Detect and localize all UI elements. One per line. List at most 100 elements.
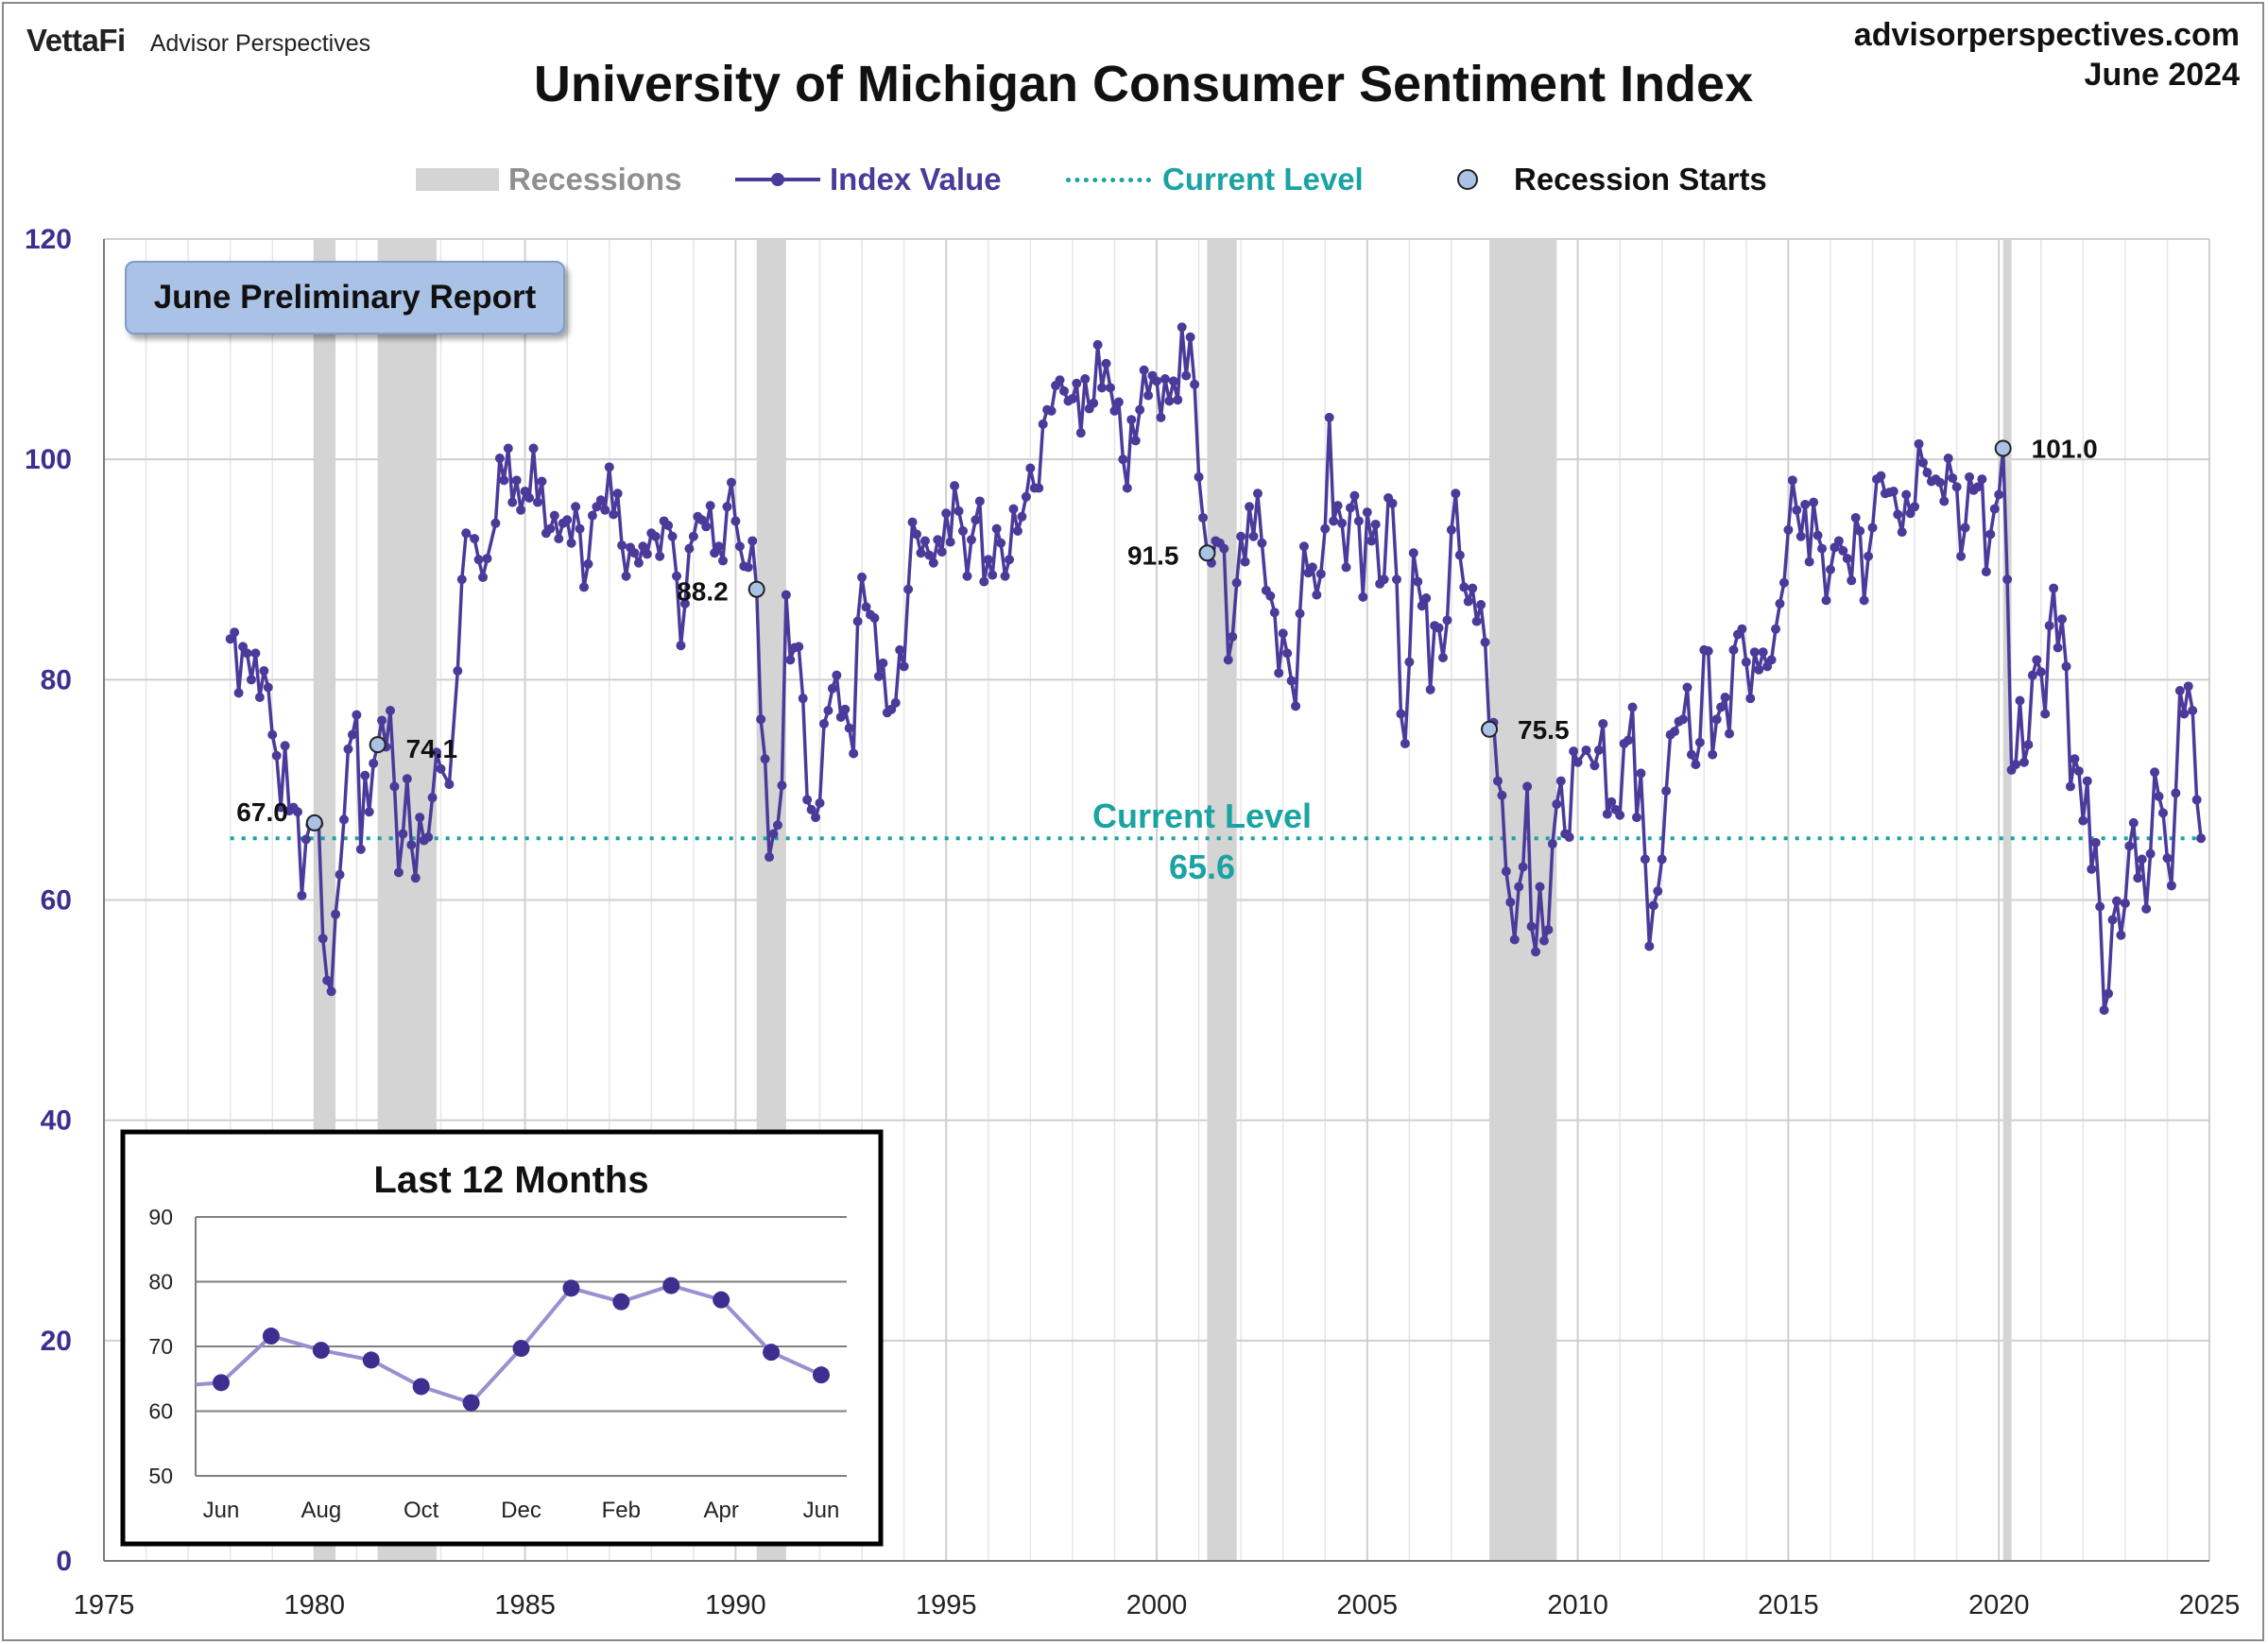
- data-point: [1173, 395, 1183, 405]
- inset-data-point: [213, 1374, 230, 1392]
- data-point: [1602, 809, 1612, 819]
- data-point: [633, 557, 644, 568]
- data-point: [528, 443, 539, 454]
- data-point: [2053, 643, 2063, 653]
- data-point: [410, 873, 421, 883]
- data-point: [326, 986, 336, 997]
- data-point: [958, 525, 969, 536]
- recession-swatch-icon: [416, 168, 499, 191]
- data-point: [806, 804, 816, 814]
- data-point: [772, 820, 782, 831]
- data-point: [1396, 709, 1406, 719]
- y-tick-label: 60: [41, 885, 72, 917]
- data-point: [2015, 695, 2025, 706]
- data-point: [1459, 582, 1469, 592]
- dotted-line-icon: [1066, 177, 1151, 182]
- recession-start-marker: [305, 814, 323, 831]
- data-point: [347, 729, 357, 740]
- inset-y-tick-label: 90: [148, 1205, 173, 1229]
- data-point: [1329, 516, 1339, 526]
- data-point: [903, 584, 914, 594]
- data-point: [389, 781, 400, 792]
- legend-index-value: Index Value: [735, 159, 1002, 200]
- data-point: [566, 538, 576, 548]
- data-point: [554, 534, 564, 544]
- data-point: [1240, 557, 1250, 567]
- data-point: [672, 571, 682, 581]
- data-point: [1008, 504, 1019, 514]
- data-point: [2082, 776, 2092, 786]
- data-point: [1417, 601, 1427, 611]
- data-point: [1152, 376, 1161, 386]
- data-point: [562, 515, 573, 525]
- data-point: [1838, 545, 1848, 556]
- current-level-value: 65.6: [1169, 848, 1235, 886]
- recession-start-marker: [1198, 544, 1216, 562]
- data-point: [936, 547, 947, 557]
- data-point: [2111, 896, 2122, 906]
- data-point: [1741, 657, 1751, 667]
- data-point: [933, 535, 943, 545]
- data-point: [1097, 383, 1108, 393]
- data-point: [427, 793, 438, 803]
- data-point: [1640, 854, 1650, 865]
- data-point: [1139, 365, 1149, 375]
- data-point: [1055, 375, 1065, 386]
- data-point: [1778, 577, 1789, 588]
- data-point: [1269, 608, 1280, 618]
- data-point: [765, 852, 775, 863]
- data-point: [494, 454, 505, 464]
- data-point: [1286, 676, 1297, 686]
- data-point: [604, 462, 614, 472]
- legend-recession-starts: Recession Starts: [1457, 159, 1767, 200]
- data-point: [832, 670, 842, 680]
- data-point: [1454, 550, 1465, 560]
- data-point: [2145, 848, 2156, 859]
- data-point: [1451, 488, 1461, 499]
- inset-data-point: [612, 1293, 630, 1311]
- data-point: [1670, 727, 1680, 737]
- data-point: [267, 729, 278, 740]
- data-point: [1737, 624, 1747, 634]
- data-point: [1581, 745, 1591, 755]
- x-tick-label: 2005: [1337, 1590, 1399, 1620]
- data-point: [1228, 631, 1238, 642]
- recession-start-marker: [747, 580, 765, 598]
- data-point: [233, 688, 244, 698]
- data-point: [1627, 702, 1638, 712]
- data-point: [945, 537, 955, 547]
- data-point: [962, 571, 972, 581]
- data-point: [818, 718, 829, 728]
- data-point: [2061, 661, 2071, 672]
- data-point: [2188, 705, 2198, 715]
- data-point: [718, 556, 729, 566]
- inset-data-point: [562, 1279, 580, 1297]
- recession-start-label: 91.5: [1127, 540, 1179, 570]
- data-point: [1631, 813, 1641, 823]
- data-point: [743, 562, 753, 573]
- data-point: [1282, 648, 1293, 659]
- data-point: [1245, 502, 1255, 512]
- data-point: [1021, 491, 1031, 502]
- data-point: [777, 780, 787, 791]
- data-point: [549, 510, 559, 521]
- y-tick-label: 20: [41, 1326, 72, 1357]
- data-point: [1442, 615, 1452, 625]
- data-point: [1749, 647, 1760, 658]
- data-point: [1636, 768, 1646, 779]
- data-point: [1362, 507, 1372, 518]
- data-point: [1989, 504, 2000, 514]
- data-point: [768, 829, 779, 839]
- legend-index-label: Index Value: [830, 162, 1002, 197]
- data-point: [1168, 376, 1178, 386]
- data-point: [1804, 557, 1814, 567]
- x-tick-label: 1980: [284, 1590, 346, 1620]
- data-point: [1307, 562, 1317, 573]
- data-point: [924, 550, 935, 560]
- data-point: [532, 497, 542, 507]
- data-point: [890, 697, 901, 708]
- recession-band: [2002, 239, 2012, 1561]
- data-point: [578, 582, 589, 592]
- inset-data-point: [512, 1340, 530, 1358]
- data-point: [402, 774, 412, 784]
